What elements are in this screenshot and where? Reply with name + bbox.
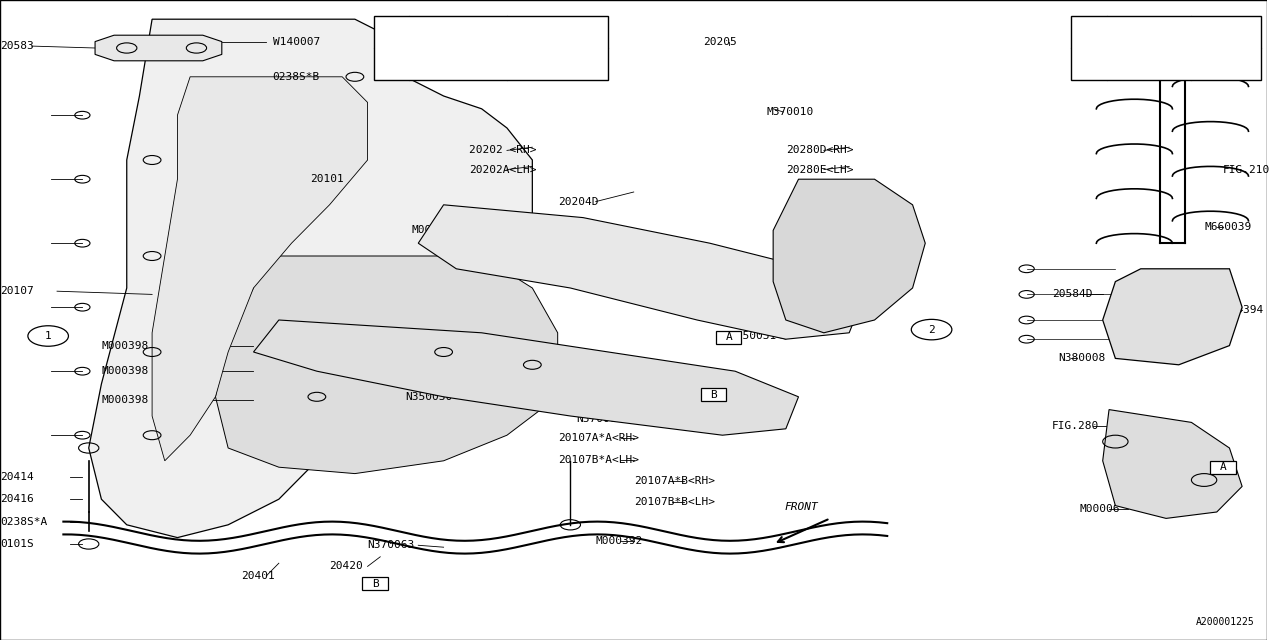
Polygon shape: [419, 205, 861, 339]
Text: 0510S: 0510S: [685, 412, 718, 422]
Text: M000304: M000304: [1126, 29, 1167, 39]
Text: M000398: M000398: [101, 395, 148, 405]
Bar: [362, 577, 388, 590]
Text: 20583: 20583: [0, 41, 33, 51]
Bar: [701, 388, 726, 401]
Text: FIG.280: FIG.280: [1052, 420, 1100, 431]
Text: 20416: 20416: [0, 494, 33, 504]
Text: N370063: N370063: [367, 540, 415, 550]
Text: 20206: 20206: [754, 299, 788, 309]
Text: 20204D: 20204D: [558, 196, 598, 207]
Text: A200001225: A200001225: [1196, 617, 1254, 627]
Text: 20414: 20414: [0, 472, 33, 482]
Text: (1310-): (1310-): [1208, 57, 1251, 67]
Text: A: A: [726, 332, 732, 342]
Text: M000397: M000397: [435, 29, 477, 39]
Text: 0101S: 0101S: [0, 539, 33, 549]
Polygon shape: [1102, 269, 1242, 365]
Polygon shape: [215, 256, 558, 474]
Text: M000439: M000439: [435, 57, 477, 67]
Polygon shape: [152, 77, 367, 461]
Text: 20584D: 20584D: [1052, 289, 1093, 300]
Bar: [1211, 461, 1235, 474]
Text: A: A: [1220, 462, 1226, 472]
Bar: [1071, 16, 1261, 80]
Text: M000394: M000394: [1217, 305, 1265, 316]
Bar: [1147, 19, 1198, 45]
Text: (-1406): (-1406): [541, 29, 582, 39]
Text: 20107B*A<LH>: 20107B*A<LH>: [558, 454, 639, 465]
Text: M000398: M000398: [101, 366, 148, 376]
Text: 20202A<LH>: 20202A<LH>: [468, 164, 536, 175]
Text: 1: 1: [45, 331, 51, 341]
Text: M000398: M000398: [101, 340, 148, 351]
Text: 20107A*B<RH>: 20107A*B<RH>: [634, 476, 714, 486]
Polygon shape: [1102, 410, 1242, 518]
Text: M000396: M000396: [412, 225, 460, 236]
Text: W140007: W140007: [273, 36, 320, 47]
Text: N370063: N370063: [577, 414, 623, 424]
Text: 20280E<LH>: 20280E<LH>: [786, 164, 854, 175]
Text: 20204I: 20204I: [520, 246, 561, 256]
Text: M00006: M00006: [1080, 504, 1120, 514]
Polygon shape: [773, 179, 925, 333]
Text: 20205: 20205: [704, 36, 737, 47]
Text: M660039: M660039: [1204, 222, 1252, 232]
Text: 2: 2: [388, 43, 396, 53]
Polygon shape: [95, 35, 221, 61]
Text: B: B: [371, 579, 379, 589]
Text: 0238S*B: 0238S*B: [273, 72, 320, 82]
Text: 20401: 20401: [241, 571, 275, 581]
Text: FRONT: FRONT: [785, 502, 818, 512]
Text: N350031: N350031: [728, 331, 776, 341]
Polygon shape: [88, 19, 532, 538]
Polygon shape: [253, 320, 799, 435]
Text: 20280D<RH>: 20280D<RH>: [786, 145, 854, 156]
Text: N380008: N380008: [1059, 353, 1106, 364]
Text: FIG.210: FIG.210: [1224, 164, 1270, 175]
Text: M370010: M370010: [767, 107, 814, 117]
Text: N350030: N350030: [406, 392, 453, 402]
Bar: [374, 16, 608, 80]
Text: 20202 <RH>: 20202 <RH>: [468, 145, 536, 156]
Text: 0232S: 0232S: [685, 395, 718, 405]
Text: 0238S*A: 0238S*A: [0, 516, 47, 527]
Text: 20107A*A<RH>: 20107A*A<RH>: [558, 433, 639, 444]
Bar: [716, 331, 741, 344]
Text: 20101: 20101: [311, 174, 344, 184]
Text: 20107: 20107: [0, 286, 33, 296]
Text: 20420: 20420: [329, 561, 364, 572]
Text: 1: 1: [1085, 43, 1092, 53]
Text: 2: 2: [928, 324, 934, 335]
Text: M000431: M000431: [1126, 57, 1167, 67]
Text: (-1310): (-1310): [1208, 29, 1251, 39]
Text: M000392: M000392: [595, 536, 643, 546]
Text: (1406-): (1406-): [541, 57, 582, 67]
Text: 20107B*B<LH>: 20107B*B<LH>: [634, 497, 714, 508]
Text: B: B: [710, 390, 717, 400]
